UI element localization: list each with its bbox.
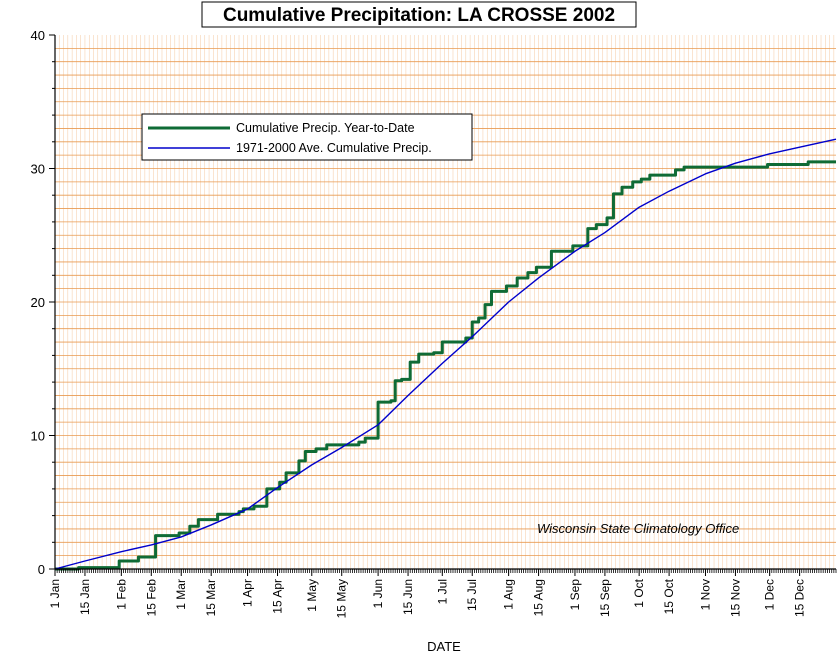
x-tick-label: 1 Sep — [568, 579, 582, 611]
y-tick-label: 20 — [31, 295, 45, 310]
legend-label-series-1: Cumulative Precip. Year-to-Date — [236, 121, 415, 135]
x-tick-label: 1 May — [305, 579, 319, 612]
x-axis-label: DATE — [427, 639, 461, 654]
series-layer — [54, 138, 837, 571]
y-tick-label: 0 — [38, 562, 45, 577]
x-tick-label: 1 Jul — [435, 579, 449, 604]
x-tick-label: 15 Jul — [465, 579, 479, 611]
x-tick-label: 15 Sep — [598, 579, 612, 617]
x-tick-label: 15 Apr — [271, 579, 285, 614]
x-tick-label: 15 Dec — [793, 579, 807, 617]
x-tick-label: 1 Dec — [763, 579, 777, 610]
x-tick-label: 15 Jun — [401, 579, 415, 615]
series-line-2 — [54, 138, 837, 570]
legend-box — [141, 113, 473, 161]
x-tick-label: 1 Feb — [114, 579, 128, 610]
x-tick-label: 15 Aug — [532, 579, 546, 616]
y-tick-label: 30 — [31, 162, 45, 177]
x-tick-label: 15 Feb — [144, 579, 158, 617]
x-tick-label: 15 Mar — [204, 579, 218, 616]
x-tick-label: 15 Nov — [728, 579, 742, 617]
chart-title-box — [201, 1, 637, 28]
y-axis-ticks: 0 10 20 30 40 — [31, 28, 55, 577]
x-tick-label: 15 May — [335, 579, 349, 618]
chart-title: Cumulative Precipitation: LA CROSSE 2002 — [223, 5, 615, 26]
x-tick-label: 15 Oct — [662, 578, 676, 614]
x-tick-label: 1 Oct — [632, 578, 646, 607]
source-annotation: Wisconsin State Climatology Office — [537, 521, 739, 536]
x-tick-label: 15 Jan — [78, 579, 92, 615]
x-tick-label: 1 Aug — [502, 579, 516, 610]
y-tick-label: 40 — [31, 28, 45, 43]
legend-label-series-2: 1971-2000 Ave. Cumulative Precip. — [236, 141, 432, 155]
x-tick-label: 1 Apr — [241, 579, 255, 607]
legend: Cumulative Precip. Year-to-Date 1971-200… — [141, 113, 473, 161]
x-tick-label: 1 Mar — [174, 579, 188, 610]
x-axis-ticks: 1 Jan 15 Jan 1 Feb 15 Feb 1 Mar 15 Mar 1 Apr 15… — [48, 569, 837, 618]
x-tick-label: 1 Nov — [698, 579, 712, 610]
y-tick-label: 10 — [31, 429, 45, 444]
series-line-1 — [55, 160, 836, 571]
x-tick-label: 1 Jan — [48, 579, 62, 608]
x-tick-label: 1 Jun — [371, 579, 385, 608]
